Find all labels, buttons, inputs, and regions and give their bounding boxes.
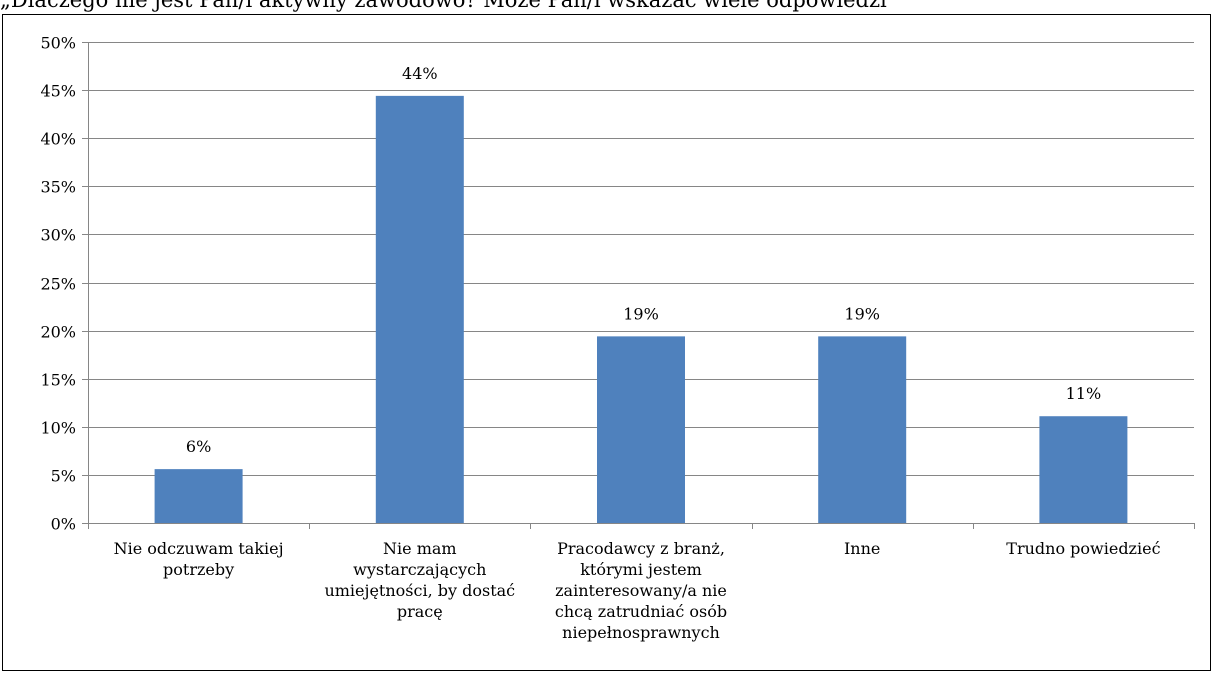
data-label: 6% — [186, 437, 211, 456]
y-tick-label: 0% — [51, 515, 76, 534]
y-tick-label: 5% — [51, 467, 76, 486]
x-axis — [88, 42, 1195, 529]
bars — [154, 95, 1128, 523]
y-tick-label: 15% — [40, 371, 76, 390]
bar — [597, 336, 685, 523]
y-tick-label: 45% — [40, 82, 76, 101]
y-tick-label: 40% — [40, 130, 76, 149]
data-labels: 6% 44% 19% 19% 11% — [186, 64, 1101, 456]
y-tick-label: 50% — [40, 34, 76, 53]
y-tick-label: 25% — [40, 275, 76, 294]
bar — [154, 469, 243, 523]
survey-question-title: „Dlaczego nie jest Pan/i aktywny zawodow… — [0, 0, 887, 12]
y-tick-label: 30% — [40, 226, 76, 245]
category-label: Nie mam wystarczających umiejętności, by d… — [324, 539, 515, 621]
category-label: Trudno powiedzieć — [1006, 539, 1160, 558]
category-label: Inne — [844, 539, 880, 558]
bar-chart: 0% 5% 10% 15% 20% 25% 30% 35% 40% 45% 50% 6% 44% 19%… — [2, 14, 1211, 671]
category-label: Nie odczuwam takiej potrzeby — [114, 539, 284, 579]
y-tick-label: 20% — [40, 323, 76, 342]
y-axis-tick-labels: 0% 5% 10% 15% 20% 25% 30% 35% 40% 45% 50% — [40, 34, 76, 534]
data-label: 19% — [844, 304, 880, 323]
bar — [375, 95, 464, 523]
bar — [1039, 416, 1128, 523]
y-tick-label: 10% — [40, 419, 76, 438]
category-label: Pracodawcy z branż, którymi jestem zainter… — [555, 539, 727, 642]
chart-area: 0% 5% 10% 15% 20% 25% 30% 35% 40% 45% 50% 6% 44% 19%… — [2, 14, 1211, 671]
data-label: 11% — [1066, 384, 1102, 403]
bar — [818, 336, 907, 523]
y-tick-label: 35% — [40, 178, 76, 197]
gridlines — [82, 42, 1194, 524]
data-label: 44% — [402, 64, 438, 83]
data-label: 19% — [623, 304, 659, 323]
x-axis-category-labels: Nie odczuwam takiej potrzeby Nie mam wystar… — [114, 539, 1161, 642]
